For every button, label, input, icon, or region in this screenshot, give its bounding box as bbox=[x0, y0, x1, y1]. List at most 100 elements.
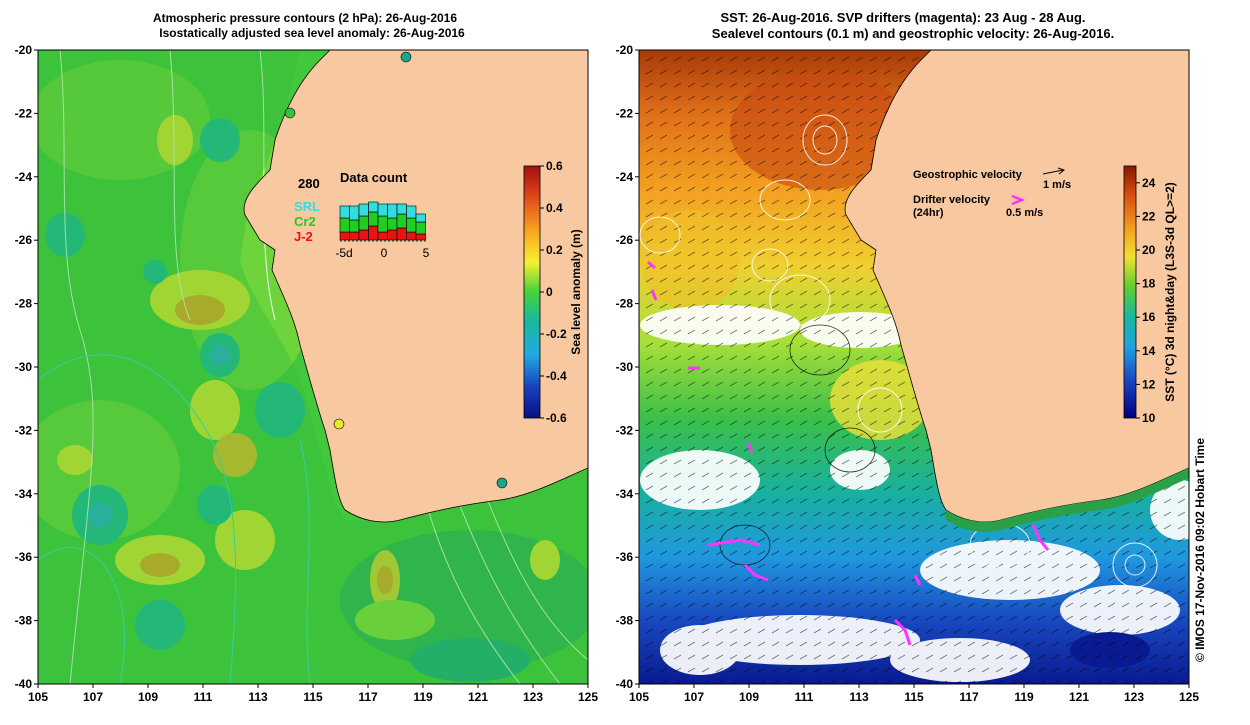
y-tick-label: -24 bbox=[616, 170, 634, 184]
data-count-bar bbox=[397, 204, 407, 214]
data-count-bar bbox=[378, 204, 388, 216]
x-tick-label: 105 bbox=[28, 690, 48, 704]
x-tick-label: 105 bbox=[629, 690, 649, 704]
x-tick-label: 117 bbox=[959, 690, 979, 704]
colorbar-tick-label: -0.4 bbox=[546, 369, 567, 383]
tide-gauge-marker bbox=[285, 108, 295, 118]
right-title-line2: Sealevel contours (0.1 m) and geostrophi… bbox=[712, 26, 1114, 41]
colorbar-tick-label: -0.2 bbox=[546, 327, 567, 341]
colorbar-tick-label: 20 bbox=[1142, 243, 1156, 257]
data-count-bar bbox=[388, 230, 398, 240]
sla-field bbox=[20, 50, 600, 684]
sst-colorbar-label: SST (°C) 3d night&day (L3S-3d QL>=2) bbox=[1163, 182, 1177, 402]
y-tick-label: -28 bbox=[616, 297, 634, 311]
y-tick-label: -38 bbox=[15, 614, 33, 628]
y-tick-label: -28 bbox=[15, 297, 33, 311]
colorbar-tick-label: 16 bbox=[1142, 310, 1156, 324]
sla-colorbar-label: Sea level anomaly (m) bbox=[569, 229, 583, 354]
y-tick-label: -20 bbox=[616, 43, 634, 57]
x-tick-label: 119 bbox=[1014, 690, 1034, 704]
x-tick-label: 111 bbox=[795, 690, 814, 704]
colorbar-tick-label: 24 bbox=[1142, 176, 1156, 190]
data-count-bar bbox=[378, 232, 388, 240]
data-count-bar bbox=[369, 226, 379, 240]
data-count-bar bbox=[369, 202, 379, 212]
data-count-title: Data count bbox=[340, 170, 408, 185]
y-tick-label: -40 bbox=[616, 677, 634, 691]
data-count-bar bbox=[378, 216, 388, 232]
tide-gauge-marker bbox=[401, 52, 411, 62]
y-tick-label: -40 bbox=[15, 677, 33, 691]
colorbar-tick-label: 10 bbox=[1142, 411, 1156, 425]
colorbar-tick-label: 0 bbox=[546, 285, 553, 299]
tide-gauge-marker bbox=[334, 419, 344, 429]
geo-velocity-label: Geostrophic velocity bbox=[913, 169, 1023, 181]
imos-credit: © IMOS 17-Nov-2016 09:02 Hobart Time bbox=[1193, 438, 1207, 662]
x-tick-label: 107 bbox=[684, 690, 704, 704]
y-tick-label: -38 bbox=[616, 614, 634, 628]
y-tick-label: -20 bbox=[15, 43, 33, 57]
x-tick-label: 119 bbox=[413, 690, 433, 704]
drifter-velocity-sub: (24hr) bbox=[913, 207, 944, 219]
drifter-velocity-scale: 0.5 m/s bbox=[1006, 207, 1043, 219]
y-tick-label: -22 bbox=[616, 106, 634, 120]
colorbar-tick-label: 22 bbox=[1142, 209, 1156, 223]
data-count-bar bbox=[416, 234, 426, 240]
y-tick-label: -34 bbox=[15, 487, 33, 501]
data-count-bar bbox=[388, 218, 398, 230]
left-title-line1: Atmospheric pressure contours (2 hPa): 2… bbox=[153, 11, 457, 25]
data-count-bar bbox=[397, 214, 407, 228]
y-tick-label: -22 bbox=[15, 106, 33, 120]
y-tick-label: -32 bbox=[616, 423, 634, 437]
x-tick-label: 117 bbox=[358, 690, 378, 704]
data-count-bars bbox=[340, 202, 426, 240]
y-tick-label: -30 bbox=[616, 360, 634, 374]
x-tick-label: 125 bbox=[1179, 690, 1199, 704]
y-tick-label: -32 bbox=[15, 423, 33, 437]
data-count-bar bbox=[350, 220, 360, 232]
data-count-bar bbox=[369, 212, 379, 226]
right-map-panel: SST: 26-Aug-2016. SVP drifters (magenta)… bbox=[616, 10, 1210, 704]
x-tick-label: 121 bbox=[1069, 690, 1089, 704]
data-count-bar bbox=[359, 204, 369, 216]
data-count-bar bbox=[340, 206, 350, 218]
y-tick-label: -36 bbox=[15, 550, 33, 564]
x-tick-label: 123 bbox=[523, 690, 543, 704]
colorbar-tick-label: 0.4 bbox=[546, 201, 563, 215]
data-count-bar bbox=[407, 206, 417, 218]
data-count-bar bbox=[350, 206, 360, 220]
left-title-line2: Isostatically adjusted sea level anomaly… bbox=[159, 26, 465, 40]
y-tick-label: -26 bbox=[15, 233, 33, 247]
x-tick-label: 121 bbox=[468, 690, 488, 704]
data-count-bar bbox=[397, 228, 407, 240]
x-tick-label: 111 bbox=[194, 690, 213, 704]
colorbar-tick-label: 12 bbox=[1142, 377, 1156, 391]
x-tick-label: 123 bbox=[1124, 690, 1144, 704]
x-tick-label: 113 bbox=[849, 690, 869, 704]
series-label-srl: SRL bbox=[294, 199, 320, 214]
y-tick-label: -24 bbox=[15, 170, 33, 184]
x-tick-label: 109 bbox=[739, 690, 759, 704]
x-tick-label: 115 bbox=[904, 690, 924, 704]
series-label-j2: J-2 bbox=[294, 229, 313, 244]
colorbar-tick-label: 14 bbox=[1142, 344, 1156, 358]
data-count-bar bbox=[407, 218, 417, 232]
series-label-cr2: Cr2 bbox=[294, 214, 316, 229]
data-count-bar bbox=[407, 232, 417, 240]
drifter-velocity-label: Drifter velocity bbox=[913, 194, 991, 206]
x-tick-label: 115 bbox=[303, 690, 323, 704]
data-count-bar bbox=[340, 218, 350, 232]
data-count-bar bbox=[350, 232, 360, 240]
geo-velocity-scale: 1 m/s bbox=[1043, 179, 1071, 191]
data-count-tick: -5d bbox=[335, 246, 352, 260]
x-tick-label: 107 bbox=[83, 690, 103, 704]
data-count-bar bbox=[416, 222, 426, 234]
colorbar-tick-label: 0.2 bbox=[546, 243, 563, 257]
left-map-panel: Atmospheric pressure contours (2 hPa): 2… bbox=[15, 11, 600, 704]
y-tick-label: -36 bbox=[616, 550, 634, 564]
colorbar-tick-label: 18 bbox=[1142, 277, 1156, 291]
x-tick-label: 125 bbox=[578, 690, 598, 704]
data-count-bar bbox=[359, 216, 369, 230]
colorbar-tick-label: -0.6 bbox=[546, 411, 567, 425]
